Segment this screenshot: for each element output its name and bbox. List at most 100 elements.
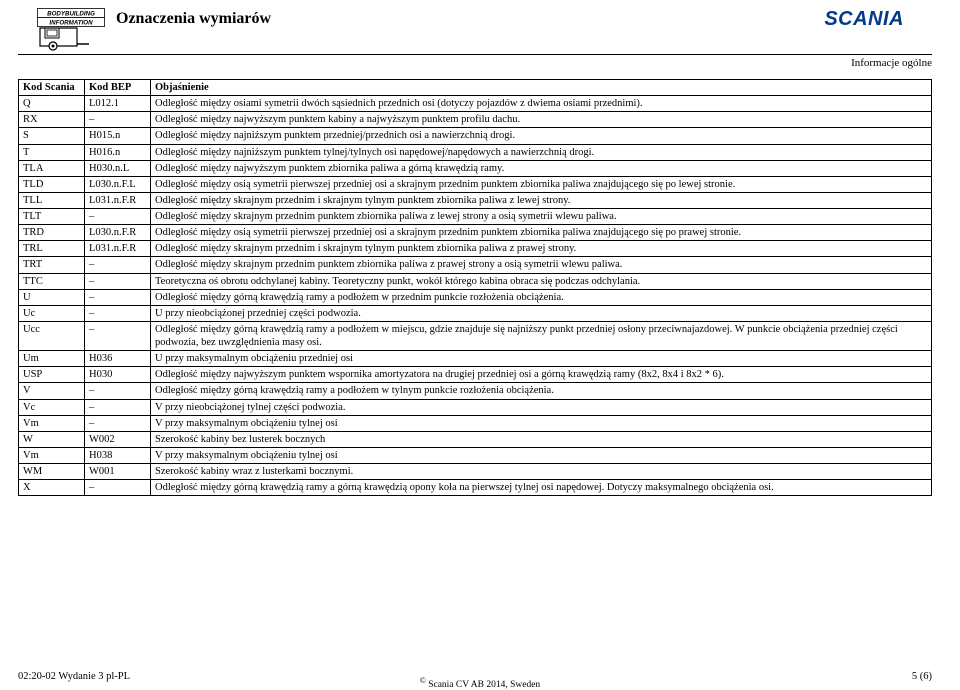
table-cell: TTC [19, 273, 85, 289]
table-row: WW002Szerokość kabiny bez lusterek boczn… [19, 431, 932, 447]
table-cell: TLA [19, 160, 85, 176]
table-cell: – [85, 321, 151, 350]
table-cell: Odległość między najwyższym punktem zbio… [151, 160, 932, 176]
table-cell: Vc [19, 399, 85, 415]
table-cell: Odległość między najniższym punktem prze… [151, 128, 932, 144]
table-cell: – [85, 289, 151, 305]
table-cell: Ucc [19, 321, 85, 350]
table-row: Vc–V przy nieobciążonej tylnej części po… [19, 399, 932, 415]
table-cell: – [85, 399, 151, 415]
scania-brand: SCANIA [824, 8, 904, 31]
table-cell: W001 [85, 464, 151, 480]
table-row: WMW001Szerokość kabiny wraz z lusterkami… [19, 464, 932, 480]
table-cell: – [85, 415, 151, 431]
table-cell: Szerokość kabiny wraz z lusterkami boczn… [151, 464, 932, 480]
table-cell: V [19, 383, 85, 399]
table-cell: S [19, 128, 85, 144]
dimensions-table: Kod ScaniaKod BEPObjaśnienie QL012.1Odle… [18, 79, 932, 496]
table-cell: Uc [19, 305, 85, 321]
table-cell: T [19, 144, 85, 160]
table-row: TLT–Odległość między skrajnym przednim p… [19, 209, 932, 225]
table-cell: WM [19, 464, 85, 480]
table-row: SH015.nOdległość między najniższym punkt… [19, 128, 932, 144]
table-cell: – [85, 257, 151, 273]
table-row: VmH038V przy maksymalnym obciążeniu tyln… [19, 447, 932, 463]
table-cell: H038 [85, 447, 151, 463]
table-row: V–Odległość między górną krawędzią ramy … [19, 383, 932, 399]
table-cell: H015.n [85, 128, 151, 144]
table-cell: W [19, 431, 85, 447]
table-row: TLAH030.n.LOdległość między najwyższym p… [19, 160, 932, 176]
page-header: BODYBUILDING INFORMATION Oznaczenia wymi… [18, 0, 932, 55]
table-cell: – [85, 305, 151, 321]
table-cell: Um [19, 351, 85, 367]
table-cell: U przy maksymalnym obciążeniu przedniej … [151, 351, 932, 367]
table-cell: L031.n.F.R [85, 241, 151, 257]
table-row: UmH036U przy maksymalnym obciążeniu prze… [19, 351, 932, 367]
table-cell: Odległość między górną krawędzią ramy a … [151, 321, 932, 350]
header-subinfo: Informacje ogólne [0, 55, 960, 75]
table-cell: Odległość między osiami symetrii dwóch s… [151, 96, 932, 112]
table-cell: H030 [85, 367, 151, 383]
table-cell: TRT [19, 257, 85, 273]
table-cell: H030.n.L [85, 160, 151, 176]
table-cell: Odległość między skrajnym przednim i skr… [151, 241, 932, 257]
truck-icon: BODYBUILDING INFORMATION [37, 8, 105, 52]
table-cell: X [19, 480, 85, 496]
table-row: TLDL030.n.F.LOdległość między osią symet… [19, 176, 932, 192]
table-cell: V przy maksymalnym obciążeniu tylnej osi [151, 447, 932, 463]
table-cell: Vm [19, 447, 85, 463]
table-cell: – [85, 209, 151, 225]
table-cell: – [85, 383, 151, 399]
table-cell: Vm [19, 415, 85, 431]
table-cell: Odległość między osią symetrii pierwszej… [151, 176, 932, 192]
table-row: TLLL031.n.F.ROdległość między skrajnym p… [19, 192, 932, 208]
table-cell: V przy nieobciążonej tylnej części podwo… [151, 399, 932, 415]
table-row: Uc–U przy nieobciążonej przedniej części… [19, 305, 932, 321]
table-cell: TLT [19, 209, 85, 225]
table-row: Ucc–Odległość między górną krawędzią ram… [19, 321, 932, 350]
table-cell: Odległość między najwyższym punktem kabi… [151, 112, 932, 128]
footer-copyright: © Scania CV AB 2014, Sweden [0, 676, 960, 690]
table-row: TRLL031.n.F.ROdległość między skrajnym p… [19, 241, 932, 257]
table-cell: Odległość między najniższym punktem tyln… [151, 144, 932, 160]
table-cell: V przy maksymalnym obciążeniu tylnej osi [151, 415, 932, 431]
table-cell: TRL [19, 241, 85, 257]
col-header-1: Kod BEP [85, 80, 151, 96]
table-cell: TLL [19, 192, 85, 208]
table-cell: L012.1 [85, 96, 151, 112]
table-cell: Q [19, 96, 85, 112]
logo-text-1: BODYBUILDING [47, 11, 95, 18]
table-cell: Teoretyczna oś obrotu odchylanej kabiny.… [151, 273, 932, 289]
copyright-text: Scania CV AB 2014, Sweden [428, 680, 540, 690]
table-cell: L030.n.F.R [85, 225, 151, 241]
table-head: Kod ScaniaKod BEPObjaśnienie [19, 80, 932, 96]
table-cell: Odległość między górną krawędzią ramy a … [151, 383, 932, 399]
table-cell: U przy nieobciążonej przedniej części po… [151, 305, 932, 321]
table-cell: U [19, 289, 85, 305]
table-cell: TRD [19, 225, 85, 241]
table-row: RX–Odległość między najwyższym punktem k… [19, 112, 932, 128]
table-row: TRDL030.n.F.ROdległość między osią symet… [19, 225, 932, 241]
col-header-2: Objaśnienie [151, 80, 932, 96]
table-cell: TLD [19, 176, 85, 192]
bodybuilding-logo: BODYBUILDING INFORMATION [36, 8, 106, 52]
table-cell: – [85, 480, 151, 496]
table-row: U–Odległość między górną krawędzią ramy … [19, 289, 932, 305]
page-title: Oznaczenia wymiarów [116, 10, 271, 28]
table-cell: USP [19, 367, 85, 383]
table-row: USPH030Odległość między najwyższym punkt… [19, 367, 932, 383]
table-cell: Odległość między górną krawędzią ramy a … [151, 289, 932, 305]
table-row: TTC–Teoretyczna oś obrotu odchylanej kab… [19, 273, 932, 289]
table-cell: H036 [85, 351, 151, 367]
table-cell: – [85, 112, 151, 128]
table-row: X–Odległość między górną krawędzią ramy … [19, 480, 932, 496]
table-cell: Odległość między najwyższym punktem wspo… [151, 367, 932, 383]
table-cell: Odległość między osią symetrii pierwszej… [151, 225, 932, 241]
logo-text-2: INFORMATION [49, 20, 93, 27]
table-cell: Odległość między skrajnym przednim punkt… [151, 209, 932, 225]
table-cell: Odległość między skrajnym przednim i skr… [151, 192, 932, 208]
table-cell: – [85, 273, 151, 289]
table-cell: RX [19, 112, 85, 128]
table-cell: H016.n [85, 144, 151, 160]
